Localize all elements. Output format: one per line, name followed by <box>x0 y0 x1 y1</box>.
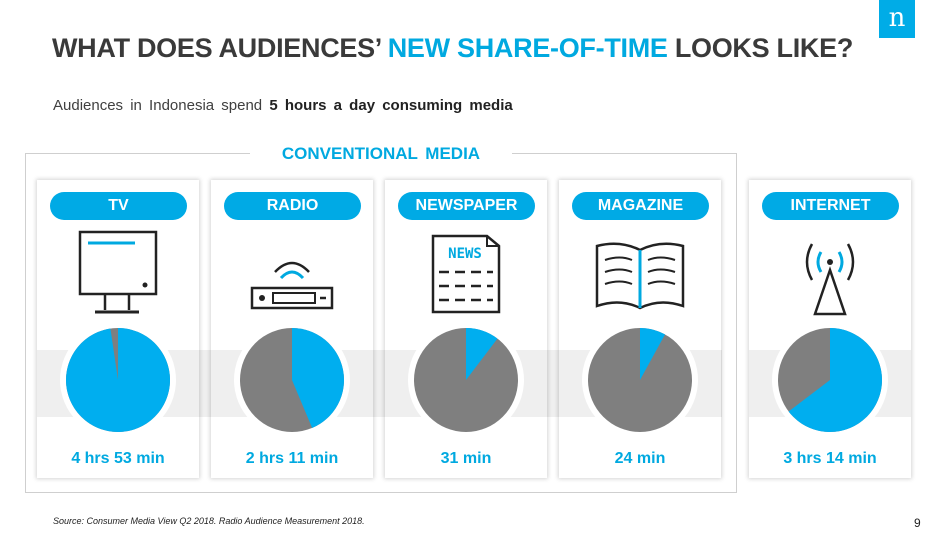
svg-text:NEWS: NEWS <box>448 246 482 262</box>
media-card-internet: INTERNET 3 hrs 14 min <box>749 180 911 478</box>
brand-logo: n <box>879 0 915 38</box>
duration-label: 3 hrs 14 min <box>783 450 877 467</box>
pie-share-slice <box>66 328 171 432</box>
title-part2: LOOKS LIKE? <box>667 33 854 63</box>
tv-icon <box>63 228 173 320</box>
title-highlight: NEW SHARE-OF-TIME <box>387 33 668 63</box>
conventional-media-label: CONVENTIONAL MEDIA <box>250 143 512 165</box>
duration-label: 24 min <box>614 450 666 467</box>
media-label-radio: RADIO <box>224 192 361 220</box>
media-label-newspaper: NEWSPAPER <box>398 192 535 220</box>
media-card-newspaper: NEWSPAPER NEWS 31 min <box>385 180 547 478</box>
pie-chart <box>770 320 890 440</box>
pie-chart <box>580 320 700 440</box>
media-card-magazine: MAGAZINE 24 min <box>559 180 721 478</box>
duration-label: 2 hrs 11 min <box>245 450 339 467</box>
newspaper-icon: NEWS <box>411 228 521 320</box>
page-title: WHAT DOES AUDIENCES’ NEW SHARE-OF-TIME L… <box>52 34 902 62</box>
title-part1: WHAT DOES AUDIENCES’ <box>52 33 388 63</box>
media-card-tv: TV 4 hrs 53 min <box>37 180 199 478</box>
magazine-icon <box>585 228 695 320</box>
pie-share-slice <box>788 328 882 432</box>
pie-chart <box>406 320 526 440</box>
source-note: Source: Consumer Media View Q2 2018. Rad… <box>53 516 365 526</box>
radio-icon <box>237 228 347 320</box>
page-subtitle: Audiences in Indonesia spend 5 hours a d… <box>53 97 513 114</box>
internet-icon <box>775 228 885 320</box>
pie-share-slice <box>292 328 345 428</box>
pie-chart <box>232 320 352 440</box>
media-card-radio: RADIO 2 hrs 11 min <box>211 180 373 478</box>
pie-share-slice <box>466 328 498 380</box>
duration-label: 4 hrs 53 min <box>71 450 165 467</box>
pie-share-slice <box>640 328 666 380</box>
media-label-tv: TV <box>50 192 187 220</box>
subtitle-prefix: Audiences in Indonesia spend <box>53 97 270 114</box>
page-number: 9 <box>914 516 921 530</box>
media-label-internet: INTERNET <box>762 192 899 220</box>
duration-label: 31 min <box>440 450 492 467</box>
media-label-magazine: MAGAZINE <box>572 192 709 220</box>
subtitle-bold: 5 hours a day consuming media <box>269 97 513 114</box>
pie-chart <box>58 320 178 440</box>
